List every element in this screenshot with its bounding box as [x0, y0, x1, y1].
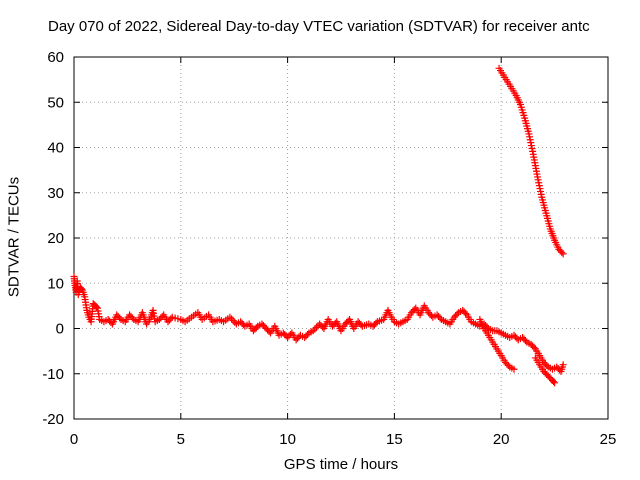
- data-points: [70, 64, 567, 387]
- y-axis-label: SDTVAR / TECUs: [5, 176, 23, 298]
- data-point-dip-branch: [510, 365, 518, 373]
- data-point-main: [226, 313, 234, 321]
- x-axis-label: GPS time / hours: [283, 456, 399, 473]
- data-point-main: [116, 314, 124, 322]
- data-point-high-branch: [558, 248, 566, 256]
- data-point-lower-tail: [551, 379, 559, 387]
- chart-title-text: Day 070 of 2022, Sidereal Day-to-day VTE…: [48, 18, 590, 35]
- data-point-main: [228, 315, 236, 323]
- grid-lines: [74, 57, 608, 419]
- x-tick-label: 5: [177, 431, 185, 448]
- x-tick-label: 25: [600, 431, 617, 448]
- y-tick-label: 10: [47, 275, 64, 292]
- x-tick-label: 20: [493, 431, 510, 448]
- data-point-main: [92, 303, 100, 311]
- y-tick-label: 60: [47, 49, 64, 66]
- data-point-high-branch: [559, 250, 567, 258]
- data-point-main: [311, 325, 319, 333]
- tick-labels: 0 5 10 15 20 25 -20 -10 0 10 20 30 40 50 60: [42, 49, 616, 448]
- y-tick-label: 0: [56, 321, 64, 338]
- data-point-dip-branch: [504, 361, 512, 369]
- y-tick-label: 50: [47, 94, 64, 111]
- x-tick-label: 10: [279, 431, 296, 448]
- data-point-main: [304, 331, 312, 339]
- x-tick-label: 0: [70, 431, 78, 448]
- data-point-main: [436, 314, 444, 322]
- data-point-main: [530, 343, 538, 351]
- data-point-main: [167, 315, 175, 323]
- y-tick-label: -10: [42, 366, 64, 383]
- y-tick-label: -20: [42, 411, 64, 428]
- data-point-main: [521, 337, 529, 345]
- x-tick-label: 15: [386, 431, 403, 448]
- axis-ticks: [73, 56, 609, 420]
- data-point-main: [462, 309, 470, 317]
- data-point-main: [309, 327, 317, 335]
- y-tick-label: 30: [47, 185, 64, 202]
- chart-title: Day 070 of 2022, Sidereal Day-to-day VTE…: [0, 18, 640, 38]
- y-tick-label: 20: [47, 230, 64, 247]
- data-point-main: [453, 310, 461, 318]
- data-point-main: [559, 361, 567, 369]
- y-tick-label: 40: [47, 140, 64, 157]
- data-point-main: [372, 319, 380, 327]
- data-point-main: [229, 317, 237, 325]
- data-point-main: [252, 324, 260, 332]
- data-point-main: [543, 361, 551, 369]
- data-point-main: [312, 323, 320, 331]
- data-point-main: [128, 314, 136, 322]
- data-point-lower-tail: [550, 378, 558, 386]
